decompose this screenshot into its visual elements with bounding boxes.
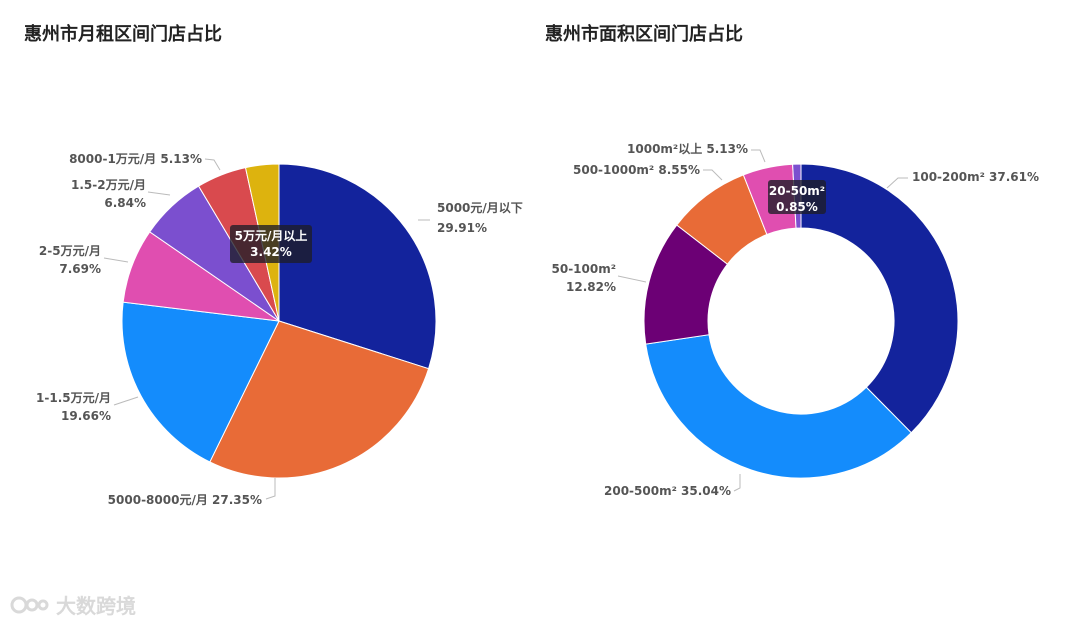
slice-label: 5000元/月以下 — [437, 201, 523, 215]
slice-label: 50-100m² — [552, 262, 617, 276]
watermark: 大数跨境 — [10, 590, 136, 619]
slice-percent-label: 19.66% — [61, 409, 111, 423]
leader-line — [733, 474, 741, 492]
leader-line — [751, 149, 766, 163]
slice-2[interactable] — [121, 301, 280, 463]
tooltip-bg — [768, 180, 826, 214]
tooltip-bg — [230, 225, 312, 263]
slice-label: 1000m²以上 5.13% — [627, 141, 748, 156]
leader-line — [703, 169, 723, 181]
slice-label: 500-1000m² 8.55% — [573, 163, 700, 177]
slice-0[interactable] — [278, 163, 437, 370]
leader-line — [617, 275, 647, 283]
slice-label: 100-200m² 37.61% — [912, 170, 1039, 184]
slice-label: 8000-1万元/月 5.13% — [69, 152, 202, 166]
tooltip-percent: 3.42% — [250, 245, 292, 259]
leader-line — [204, 158, 221, 171]
leader-line — [886, 177, 908, 189]
slice-percent-label: 29.91% — [437, 221, 487, 235]
tooltip-label: 5万元/月以上 — [235, 228, 308, 243]
chart-title-area: 惠州市面积区间门店占比 — [545, 24, 743, 45]
leader-line — [103, 257, 129, 263]
slice-label: 1.5-2万元/月 — [71, 178, 146, 192]
tooltip-label: 20-50m² — [769, 184, 825, 198]
slice-label: 2-5万元/月 — [39, 244, 101, 258]
watermark-text: 大数跨境 — [56, 594, 136, 618]
chart-rent: 5000元/月以下 29.91% 5000-8000元/月 27.35% 1-1.5万… — [36, 152, 523, 507]
slice-percent-label: 12.82% — [566, 280, 616, 294]
leader-line — [147, 191, 171, 196]
brand-logo-icon — [10, 596, 49, 613]
tooltip-percent: 0.85% — [776, 200, 818, 214]
slice-label: 1-1.5万元/月 — [36, 391, 111, 405]
tooltip: 20-50m² 0.85% — [768, 180, 826, 214]
slice-0[interactable] — [800, 163, 959, 434]
leader-line — [113, 396, 139, 406]
slice-1[interactable] — [209, 320, 430, 479]
slice-percent-label: 6.84% — [104, 196, 146, 210]
slice-label: 5000-8000元/月 27.35% — [108, 493, 262, 507]
chart-title-rent: 惠州市月租区间门店占比 — [24, 24, 222, 45]
slice-percent-label: 7.69% — [59, 262, 101, 276]
leader-line — [265, 478, 276, 500]
chart-area: 100-200m² 37.61% 200-500m² 35.04% 50-100m²… — [552, 141, 1040, 498]
slice-label: 200-500m² 35.04% — [604, 484, 731, 498]
tooltip: 5万元/月以上 3.42% — [230, 225, 312, 263]
slice-1[interactable] — [645, 334, 912, 479]
